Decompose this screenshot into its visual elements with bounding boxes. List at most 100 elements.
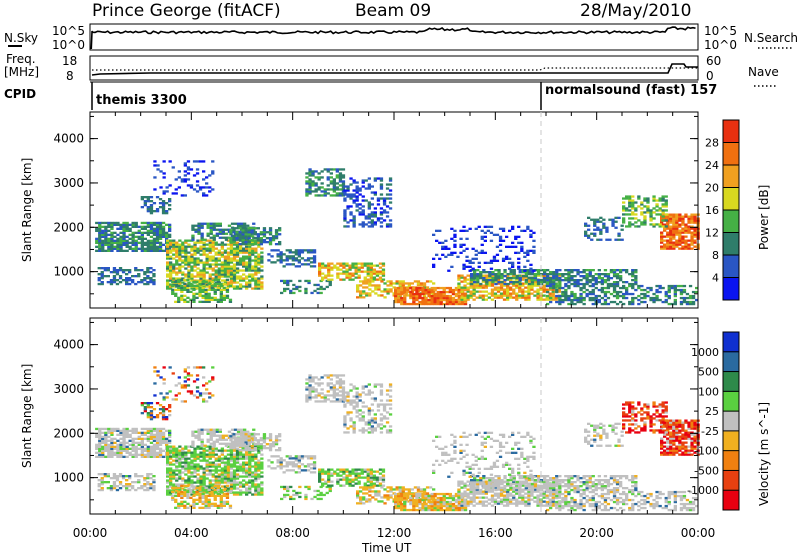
power-cell	[161, 225, 166, 228]
power-cell	[576, 298, 580, 302]
power-cell	[317, 186, 321, 189]
power-cell	[509, 296, 513, 299]
velocity-cell	[155, 437, 160, 440]
power-cell	[349, 197, 353, 200]
power-cell	[232, 237, 236, 240]
power-cell	[352, 219, 356, 222]
power-cell	[412, 288, 416, 292]
power-cell	[418, 288, 422, 292]
power-cell	[226, 247, 231, 250]
power-cell	[224, 238, 229, 241]
power-cell	[354, 272, 358, 275]
power-cell	[316, 283, 320, 287]
power-cell	[406, 286, 410, 290]
power-cell	[532, 249, 536, 252]
power-cell	[625, 288, 629, 292]
power-cell	[320, 182, 324, 185]
power-cell	[122, 229, 126, 232]
power-cell	[684, 243, 688, 246]
power-cell	[524, 281, 528, 284]
power-cell	[609, 277, 614, 280]
power-cell	[666, 247, 670, 250]
velocity-cell	[202, 459, 206, 462]
power-cell	[631, 273, 635, 276]
power-cell	[552, 286, 556, 290]
power-cell	[511, 225, 515, 228]
power-cell	[468, 269, 472, 272]
power-cell	[403, 286, 407, 290]
power-cell	[672, 213, 676, 216]
power-cell	[381, 274, 386, 277]
velocity-cell	[226, 491, 231, 494]
power-cell	[416, 280, 421, 283]
power-cell	[304, 279, 308, 283]
velocity-cell	[161, 439, 166, 442]
power-cell	[388, 201, 393, 204]
power-cell	[690, 235, 694, 238]
velocity-cell	[226, 475, 231, 478]
velocity-cell	[207, 504, 211, 507]
power-cell	[134, 221, 138, 225]
power-cell	[128, 247, 132, 250]
velocity-cell	[152, 449, 157, 452]
power-cell	[409, 302, 413, 306]
velocity-cell	[254, 491, 258, 494]
power-cell	[442, 288, 446, 292]
power-cell	[200, 238, 204, 241]
power-cell	[451, 292, 456, 296]
power-cell	[189, 290, 193, 293]
power-cell	[195, 284, 199, 287]
power-cell	[582, 271, 586, 274]
power-cell	[606, 277, 611, 280]
power-cell	[146, 267, 150, 270]
power-cell	[109, 282, 114, 286]
velocity-cell	[140, 455, 144, 458]
date-label: 28/May/2010	[580, 1, 692, 21]
power-cell	[349, 183, 353, 186]
velocity-cell	[201, 500, 205, 503]
velocity-cell	[232, 481, 237, 484]
power-cell	[207, 292, 211, 295]
power-cell	[373, 215, 377, 218]
power-cell	[690, 243, 694, 246]
power-cell	[664, 201, 668, 204]
power-cell	[482, 277, 486, 280]
power-cell	[675, 225, 679, 228]
power-cell	[235, 247, 240, 250]
power-cell	[235, 237, 239, 240]
power-cell	[229, 279, 234, 282]
power-cell	[477, 265, 481, 268]
power-cell	[254, 257, 258, 260]
colorbar-swatch	[723, 120, 739, 143]
velocity-cell	[184, 447, 188, 450]
power-cell	[122, 223, 126, 226]
power-cell	[521, 271, 525, 274]
power-cell	[205, 271, 209, 274]
power-cell	[615, 290, 620, 294]
velocity-cell	[125, 451, 129, 454]
power-cell	[171, 288, 175, 291]
velocity-cell	[122, 443, 126, 446]
power-cell	[536, 290, 540, 293]
power-cell	[543, 269, 547, 272]
power-cell	[612, 273, 617, 276]
power-cell	[591, 302, 595, 306]
power-cell	[617, 238, 621, 241]
power-cell	[119, 249, 123, 252]
velocity-cell	[146, 449, 150, 452]
power-cell	[348, 274, 352, 277]
power-cell	[172, 243, 176, 246]
power-cell	[143, 202, 147, 205]
power-cell	[158, 202, 163, 205]
velocity-cell	[175, 457, 179, 460]
power-cell	[652, 300, 656, 304]
power-cell	[515, 286, 519, 289]
velocity-cell	[251, 459, 255, 462]
power-cell	[454, 292, 459, 296]
power-cell	[174, 280, 178, 283]
power-cell	[552, 277, 556, 280]
power-cell	[242, 277, 246, 280]
power-cell	[199, 275, 203, 278]
velocity-cell	[122, 433, 126, 436]
power-cell	[545, 298, 549, 301]
